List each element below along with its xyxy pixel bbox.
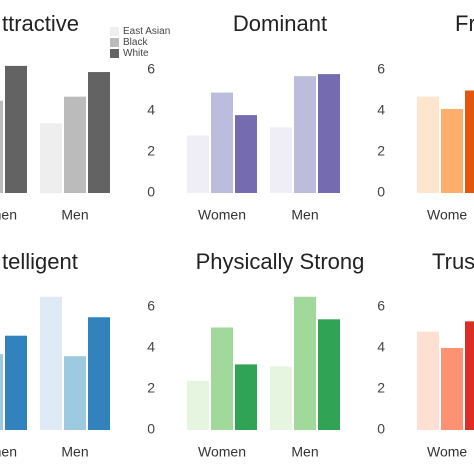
y-tick-label: 6	[147, 61, 155, 77]
legend-label: White	[123, 48, 149, 59]
y-tick-label: 2	[377, 380, 385, 396]
bar	[64, 356, 86, 430]
bar	[88, 317, 110, 430]
bar	[187, 380, 209, 430]
bar	[441, 108, 463, 193]
bar	[235, 364, 257, 430]
panel-title: Physically Strong	[196, 249, 365, 274]
x-tick-label: omen	[0, 444, 17, 460]
x-tick-label: Wome	[427, 444, 467, 460]
y-tick-label: 2	[147, 143, 155, 159]
x-tick-label: omen	[0, 207, 17, 223]
bar	[5, 65, 27, 193]
bar	[187, 135, 209, 193]
bar	[417, 96, 439, 193]
x-tick-label: Men	[61, 207, 88, 223]
y-tick-label: 6	[377, 298, 385, 314]
x-tick-label: Men	[291, 444, 318, 460]
legend-swatch	[110, 38, 119, 47]
y-tick-label: 0	[147, 421, 155, 437]
y-tick-label: 2	[147, 380, 155, 396]
x-tick-label: Women	[198, 444, 246, 460]
y-tick-label: 0	[147, 184, 155, 200]
y-tick-label: 0	[377, 184, 385, 200]
bar	[235, 115, 257, 193]
bar	[318, 74, 340, 193]
y-tick-label: 2	[377, 143, 385, 159]
bar	[465, 90, 474, 193]
panel-title: Dominant	[233, 11, 327, 36]
x-tick-label: Men	[291, 207, 318, 223]
legend-label: Black	[123, 37, 148, 48]
bar	[417, 331, 439, 430]
panel-title: Trus	[432, 249, 474, 274]
bar	[0, 100, 3, 193]
bar	[64, 96, 86, 193]
legend-swatch	[110, 49, 119, 58]
y-tick-label: 6	[147, 298, 155, 314]
x-tick-label: Wome	[427, 207, 467, 223]
x-tick-label: Women	[198, 207, 246, 223]
y-tick-label: 4	[147, 102, 155, 118]
bar	[88, 72, 110, 193]
bar	[0, 354, 3, 430]
bar	[441, 348, 463, 430]
y-tick-label: 4	[377, 339, 385, 355]
bar	[211, 92, 233, 193]
y-tick-label: 0	[377, 421, 385, 437]
bar	[40, 296, 62, 430]
bar	[5, 335, 27, 430]
panel-title: Fr	[455, 11, 474, 36]
y-tick-label: 4	[377, 102, 385, 118]
bar	[294, 76, 316, 193]
bar	[465, 321, 474, 430]
bar	[318, 319, 340, 430]
panel-title: telligent	[2, 249, 78, 274]
bar	[211, 327, 233, 430]
legend-swatch	[110, 27, 119, 36]
y-tick-label: 4	[147, 339, 155, 355]
y-tick-label: 6	[377, 61, 385, 77]
panel-title: ttractive	[2, 11, 79, 36]
bar	[40, 123, 62, 193]
bar	[270, 366, 292, 430]
bar	[270, 127, 292, 193]
x-tick-label: Men	[61, 444, 88, 460]
legend-label: East Asian	[123, 26, 170, 37]
bar	[294, 296, 316, 430]
